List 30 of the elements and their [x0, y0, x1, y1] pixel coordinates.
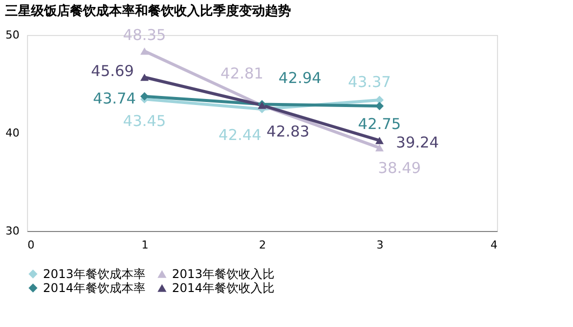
- data-label: 38.49: [378, 158, 421, 177]
- point: [375, 144, 384, 152]
- data-label: 42.83: [266, 122, 310, 140]
- y-tick-label: 50: [6, 28, 20, 42]
- data-label: 43.45: [123, 112, 166, 130]
- legend-label: 2014年餐饮成本率: [43, 281, 146, 295]
- x-tick-label: 0: [28, 238, 34, 252]
- point: [140, 74, 149, 81]
- data-label: 43.74: [93, 89, 136, 108]
- legend-label: 2014年餐饮收入比: [172, 281, 275, 295]
- x-tick-label: 2: [259, 238, 266, 252]
- data-label: 42.94: [278, 69, 322, 88]
- y-tick-label: 40: [6, 126, 20, 140]
- data-label: 48.35: [123, 26, 166, 44]
- legend-label: 2013年餐饮成本率: [43, 267, 146, 281]
- legend-label: 2013年餐饮收入比: [172, 267, 275, 281]
- data-label: 43.37: [348, 72, 391, 91]
- point: [140, 48, 149, 55]
- x-tick-label: 3: [376, 238, 384, 252]
- data-label: 42.81: [220, 64, 264, 82]
- data-label: 45.69: [91, 62, 134, 80]
- data-label: 42.44: [218, 126, 262, 144]
- x-tick-label: 4: [490, 238, 498, 252]
- chart-title: 三星级饭店餐饮成本率和餐饮收入比季度变动趋势: [5, 3, 292, 20]
- x-tick-label: 1: [142, 238, 148, 252]
- y-tick-label: 30: [6, 224, 20, 238]
- point: [375, 136, 384, 144]
- point: [140, 92, 149, 101]
- data-label: 39.24: [396, 133, 439, 152]
- data-label: 42.75: [358, 115, 401, 134]
